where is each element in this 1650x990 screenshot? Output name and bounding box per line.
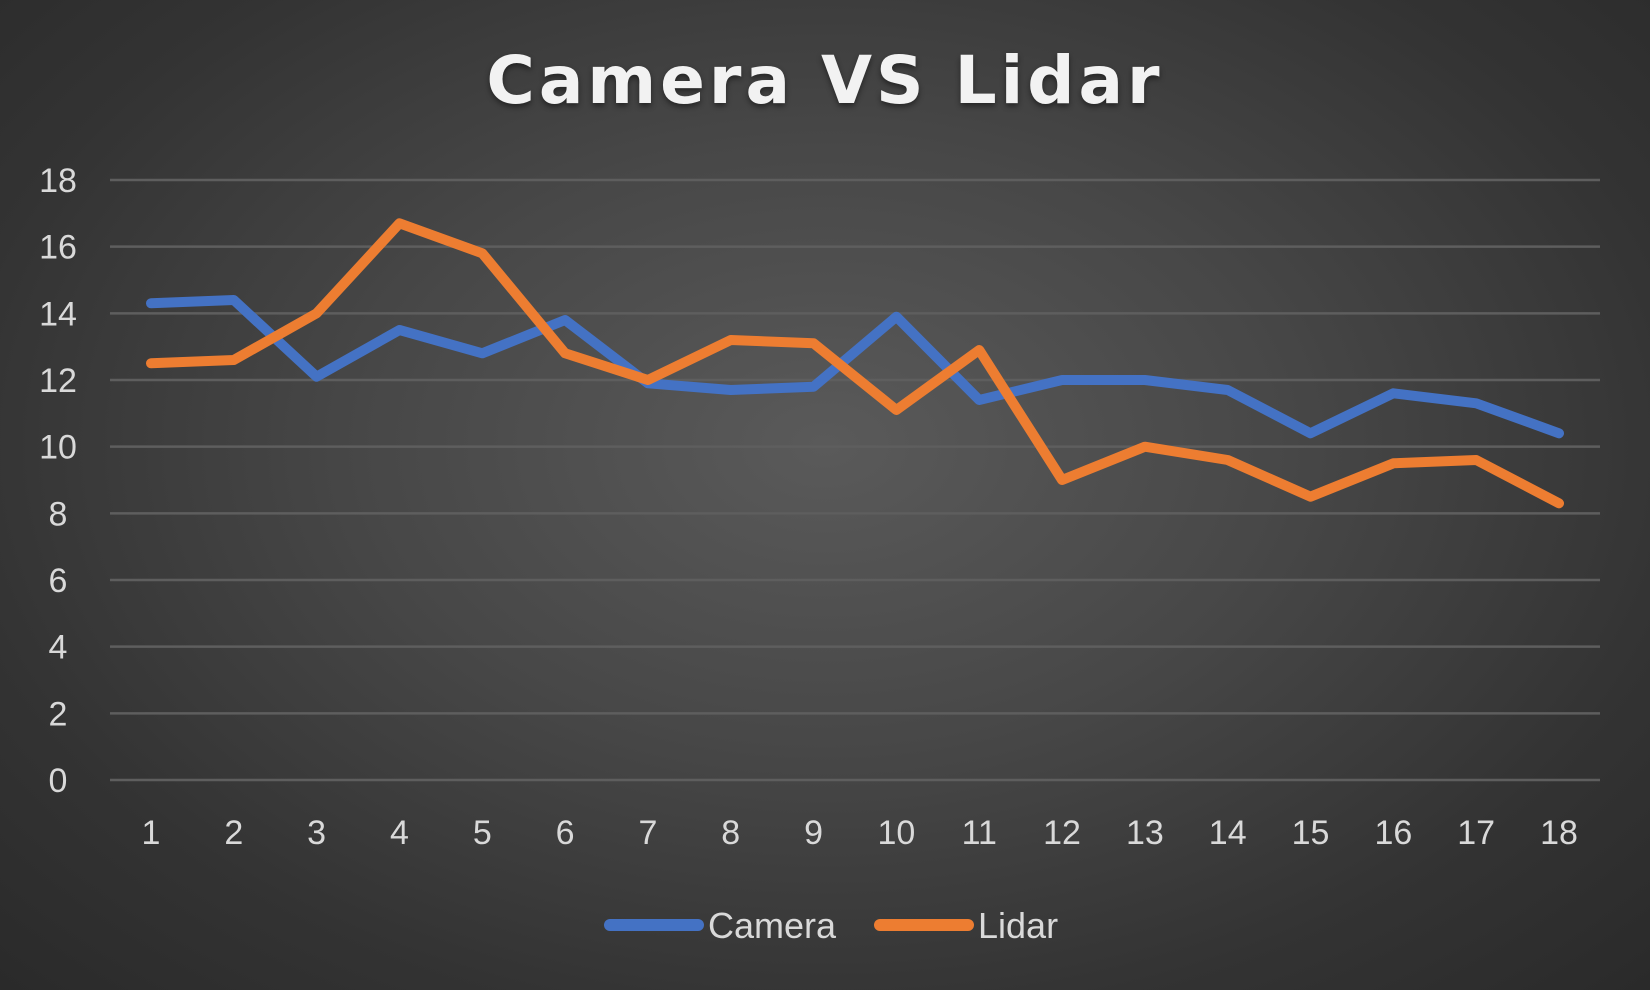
chart-title: Camera VS Lidar — [486, 42, 1164, 119]
y-tick-label: 8 — [49, 495, 68, 533]
series-lines — [146, 218, 1564, 509]
y-tick-label: 0 — [49, 762, 68, 800]
y-tick-label: 14 — [39, 295, 77, 333]
series-line-lidar — [146, 218, 1564, 509]
x-tick-label: 8 — [721, 814, 740, 852]
x-tick-label: 2 — [224, 814, 243, 852]
x-tick-label: 9 — [804, 814, 823, 852]
x-tick-label: 17 — [1457, 814, 1495, 852]
x-axis-ticks: 1 2 3 4 5 6 7 8 9 10 11 12 13 14 15 16 17 18 — [142, 814, 1578, 852]
x-tick-label: 3 — [307, 814, 326, 852]
y-tick-label: 12 — [39, 362, 77, 400]
legend: Camera Lidar — [604, 905, 1058, 946]
x-tick-label: 11 — [962, 814, 997, 852]
y-axis-ticks: 0 2 4 6 8 10 12 14 16 18 — [39, 162, 77, 800]
y-tick-label: 16 — [39, 229, 77, 267]
x-tick-label: 13 — [1126, 814, 1164, 852]
y-tick-label: 10 — [39, 429, 77, 467]
y-tick-label: 2 — [49, 695, 68, 733]
y-tick-label: 18 — [39, 162, 77, 200]
x-tick-label: 16 — [1374, 814, 1412, 852]
x-tick-label: 5 — [473, 814, 492, 852]
y-tick-label: 4 — [49, 629, 68, 667]
x-tick-label: 4 — [390, 814, 409, 852]
x-tick-label: 18 — [1540, 814, 1578, 852]
series-line-camera — [146, 295, 1564, 439]
x-tick-label: 1 — [142, 814, 161, 852]
x-tick-label: 7 — [638, 814, 657, 852]
x-tick-label: 6 — [556, 814, 575, 852]
y-tick-label: 6 — [49, 562, 68, 600]
legend-label-lidar: Lidar — [978, 905, 1058, 946]
grid-lines — [110, 178, 1600, 782]
x-tick-label: 10 — [877, 814, 915, 852]
x-tick-label: 15 — [1292, 814, 1330, 852]
legend-label-camera: Camera — [708, 905, 837, 946]
x-tick-label: 14 — [1209, 814, 1247, 852]
x-tick-label: 12 — [1043, 814, 1081, 852]
